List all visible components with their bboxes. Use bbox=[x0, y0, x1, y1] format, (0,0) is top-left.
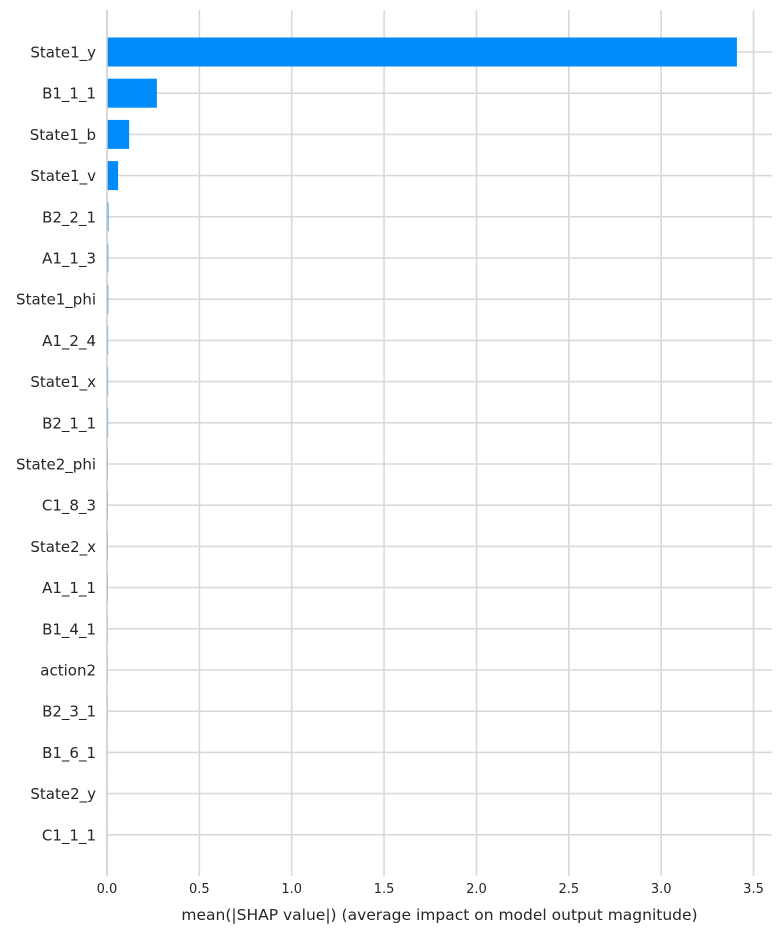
category-label: B1_4_1 bbox=[42, 620, 96, 639]
x-axis-label: mean(|SHAP value|) (average impact on mo… bbox=[181, 906, 697, 924]
bars bbox=[107, 37, 737, 850]
bar bbox=[107, 37, 737, 67]
x-tick-label: 2.0 bbox=[466, 882, 487, 897]
category-label: B1_6_1 bbox=[42, 744, 96, 763]
x-tick-label: 0.5 bbox=[189, 882, 210, 897]
x-tick-label: 3.0 bbox=[651, 882, 672, 897]
x-tick-label: 2.5 bbox=[558, 882, 579, 897]
category-label: State1_x bbox=[30, 373, 96, 392]
x-tick-label: 1.0 bbox=[281, 882, 302, 897]
category-label: action2 bbox=[40, 662, 96, 680]
category-label: A1_1_3 bbox=[42, 250, 96, 269]
category-label: A1_1_1 bbox=[42, 579, 96, 598]
category-label: State1_y bbox=[30, 44, 96, 63]
category-label: State1_phi bbox=[16, 291, 96, 310]
category-label: C1_8_3 bbox=[42, 497, 96, 516]
x-tick-label: 3.5 bbox=[743, 882, 764, 897]
category-label: B2_3_1 bbox=[42, 703, 96, 722]
x-tick-label: 0.0 bbox=[97, 882, 118, 897]
bar bbox=[107, 119, 130, 149]
category-label: State2_y bbox=[30, 785, 96, 804]
bar bbox=[107, 161, 119, 191]
category-label: C1_1_1 bbox=[42, 826, 96, 845]
category-label: B1_1_1 bbox=[42, 85, 96, 104]
category-label: State2_phi bbox=[16, 456, 96, 475]
category-label: B2_2_1 bbox=[42, 208, 96, 227]
bar bbox=[107, 78, 157, 108]
category-label: State1_v bbox=[30, 167, 96, 186]
x-tick-labels: 0.0 0.5 1.0 1.5 2.0 2.5 3.0 3.5 bbox=[97, 882, 764, 897]
category-labels: State1_y B1_1_1 State1_b State1_v B2_2_1 A1_1… bbox=[16, 44, 96, 846]
category-label: State2_x bbox=[30, 538, 96, 557]
x-tick-label: 1.5 bbox=[374, 882, 395, 897]
category-label: A1_2_4 bbox=[42, 332, 96, 351]
category-label: State1_b bbox=[30, 126, 96, 145]
category-label: B2_1_1 bbox=[42, 414, 96, 433]
grid bbox=[107, 10, 772, 876]
